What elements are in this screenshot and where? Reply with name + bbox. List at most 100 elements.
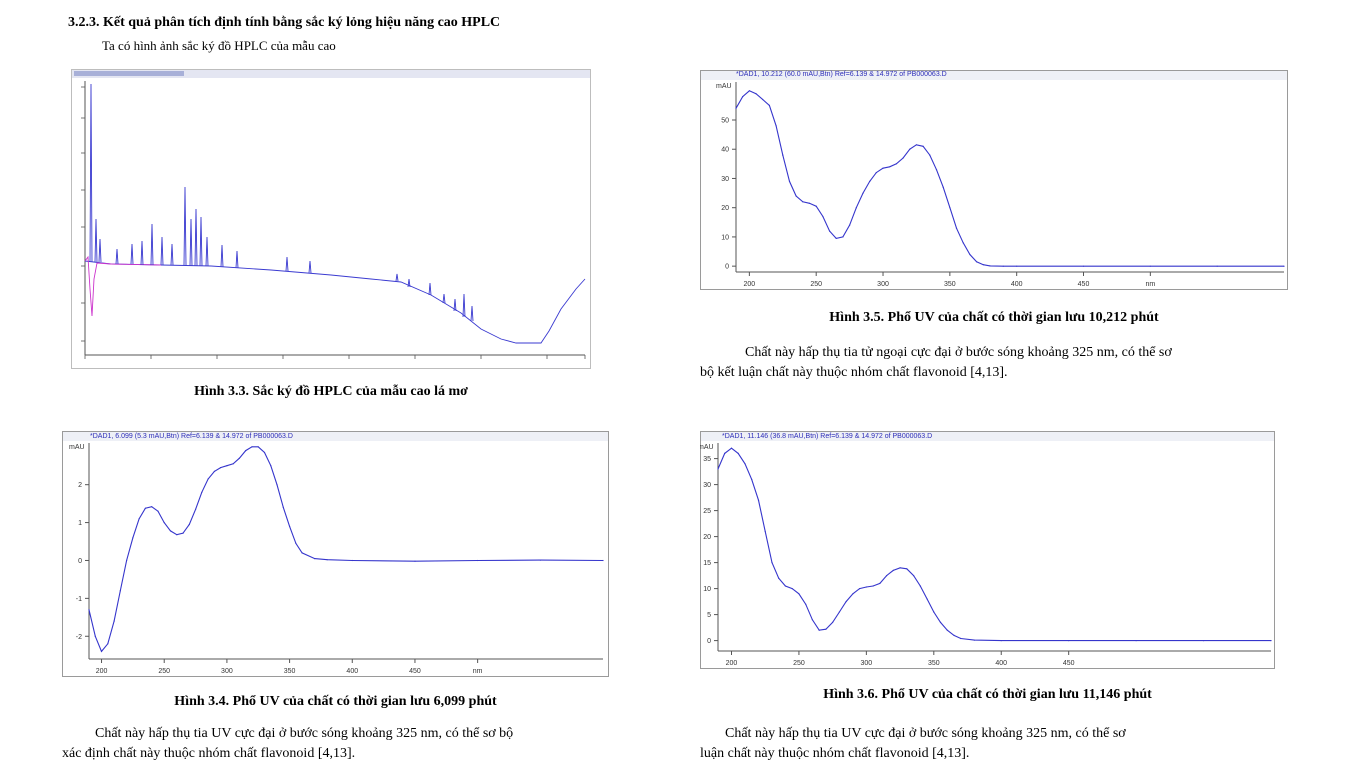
data-point [845, 601, 847, 603]
data-point [852, 593, 854, 595]
fig35-text-1: Chất này hấp thụ tia tử ngoại cực đại ở … [745, 345, 1172, 360]
fig36-text-2: luận chất này thuộc nhóm chất flavonoid … [700, 746, 970, 761]
chromatogram-dip [84, 255, 162, 317]
chromatogram-peaks [89, 83, 474, 322]
data-point [771, 562, 773, 564]
data-point [872, 585, 874, 587]
x-tick-label: 300 [861, 660, 873, 667]
x-tick-label: 200 [744, 281, 756, 288]
data-point [730, 447, 733, 449]
data-point [899, 567, 901, 569]
data-point [909, 148, 911, 150]
data-point [882, 167, 884, 169]
data-point [926, 598, 928, 600]
data-point [969, 253, 971, 256]
x-tick-label: 300 [877, 281, 889, 288]
y-axis-label: mAU [700, 444, 714, 451]
data-point [213, 470, 215, 472]
data-point [735, 107, 737, 109]
data-point [238, 457, 240, 459]
data-point [962, 242, 964, 244]
data-point [976, 261, 978, 263]
data-point [602, 559, 604, 562]
data-point [784, 585, 786, 587]
y-tick-label: 0 [707, 638, 711, 645]
data-point [201, 491, 203, 493]
data-point [798, 593, 800, 595]
data-point [326, 559, 328, 561]
data-point [744, 463, 746, 465]
data-point [939, 621, 942, 623]
data-point [913, 575, 915, 577]
data-point [808, 202, 811, 204]
uv-spectrum-chart-36: mAU 0 5 10 15 20 25 30 35 200 250 300 350 400 450 [700, 431, 1275, 669]
y-tick-label: 10 [721, 234, 729, 241]
data-point [1203, 640, 1205, 642]
data-point [94, 635, 96, 637]
chart-header-bar [701, 71, 1287, 80]
data-point [169, 530, 172, 532]
data-point [762, 98, 764, 101]
x-tick-label: 450 [1078, 281, 1090, 288]
data-point [717, 468, 719, 470]
data-point [906, 568, 908, 570]
data-point [879, 582, 881, 584]
y-tick-label: 30 [703, 482, 711, 489]
x-tick-label: 450 [409, 668, 421, 675]
data-point [953, 634, 955, 636]
data-point [815, 205, 817, 207]
x-tick-label: 450 [1063, 660, 1075, 667]
data-point [862, 192, 864, 194]
uv-spectrum-chart-35: mAU 0 10 20 30 40 50 200 250 300 350 400 450 nm [700, 70, 1288, 290]
data-point [949, 207, 951, 209]
data-point [163, 522, 165, 524]
data-point [245, 450, 247, 452]
data-point [138, 518, 140, 520]
chart-frame [700, 431, 1275, 669]
data-point [946, 629, 948, 631]
data-point [865, 586, 867, 588]
data-point [875, 172, 877, 174]
y-axis-label: mAU [716, 83, 732, 90]
data-point [838, 611, 840, 613]
data-point [157, 510, 159, 512]
data-point [182, 532, 184, 534]
fig34-text-1: Chất này hấp thụ tia UV cực đại ở bước s… [95, 726, 514, 741]
figure-3-3 [71, 69, 591, 369]
data-point [989, 265, 991, 267]
x-tick-label: 350 [944, 281, 956, 288]
x-tick-label: 400 [995, 660, 1007, 667]
y-tick-label: 30 [721, 176, 729, 183]
data-point [802, 201, 804, 203]
data-point [282, 506, 284, 508]
data-point [822, 215, 824, 218]
x-tick-label: 400 [346, 668, 358, 675]
data-point [88, 609, 90, 611]
data-point [849, 224, 851, 226]
data-point [1082, 265, 1085, 267]
data-point [933, 611, 935, 613]
data-point [935, 169, 938, 171]
data-point [955, 227, 958, 229]
data-point [757, 499, 760, 501]
data-point [232, 463, 234, 465]
data-point [724, 452, 726, 454]
data-point [982, 264, 984, 266]
chromatogram-chart [71, 69, 591, 369]
data-point [144, 507, 146, 509]
data-point [301, 552, 303, 554]
fig35-header: *DAD1, 10.212 (60.0 mAU,Btn) Ref=6.139 &… [736, 71, 947, 78]
uv-spectrum-chart-34: mAU -2 -1 0 1 2 200 250 300 350 400 450 nm [62, 431, 609, 677]
y-tick-label: -1 [76, 596, 82, 603]
y-tick-label: 1 [78, 520, 82, 527]
x-tick-label: 350 [928, 660, 940, 667]
data-point [751, 478, 753, 480]
chart-header-bar [63, 432, 608, 441]
data-point [842, 236, 844, 238]
data-point [855, 207, 857, 209]
data-point [818, 629, 820, 631]
chromatogram-baseline [84, 260, 586, 344]
data-point [1216, 265, 1218, 267]
x-tick-label: 400 [1011, 281, 1023, 288]
data-point [811, 619, 813, 621]
